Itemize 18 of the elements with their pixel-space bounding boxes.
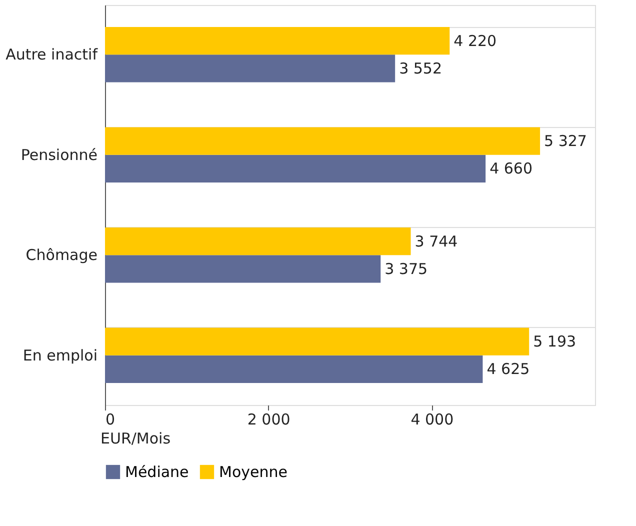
data-label: 5 193 [533,332,576,351]
legend-label: Moyenne [219,463,288,481]
data-label: 4 625 [486,360,530,378]
data-label: 3 375 [384,260,428,278]
data-label: 4 660 [490,160,533,178]
x-tick-label: 2 000 [247,410,290,428]
y-tick-label: Autre inactif [6,46,98,64]
x-axis-title: EUR/Mois [100,430,171,448]
x-tick-label: 4 000 [410,410,454,428]
data-label: 3 552 [399,59,442,78]
y-tick-label: En emploi [22,346,98,364]
data-label: 4 220 [454,32,497,50]
y-tick-label: Chômage [26,246,98,264]
data-label: 5 327 [544,132,587,150]
y-tick-label: Pensionné [20,146,98,164]
data-label: 3 744 [414,232,458,250]
x-tick-label: 0 [106,410,116,428]
legend-label: Médiane [125,463,189,481]
